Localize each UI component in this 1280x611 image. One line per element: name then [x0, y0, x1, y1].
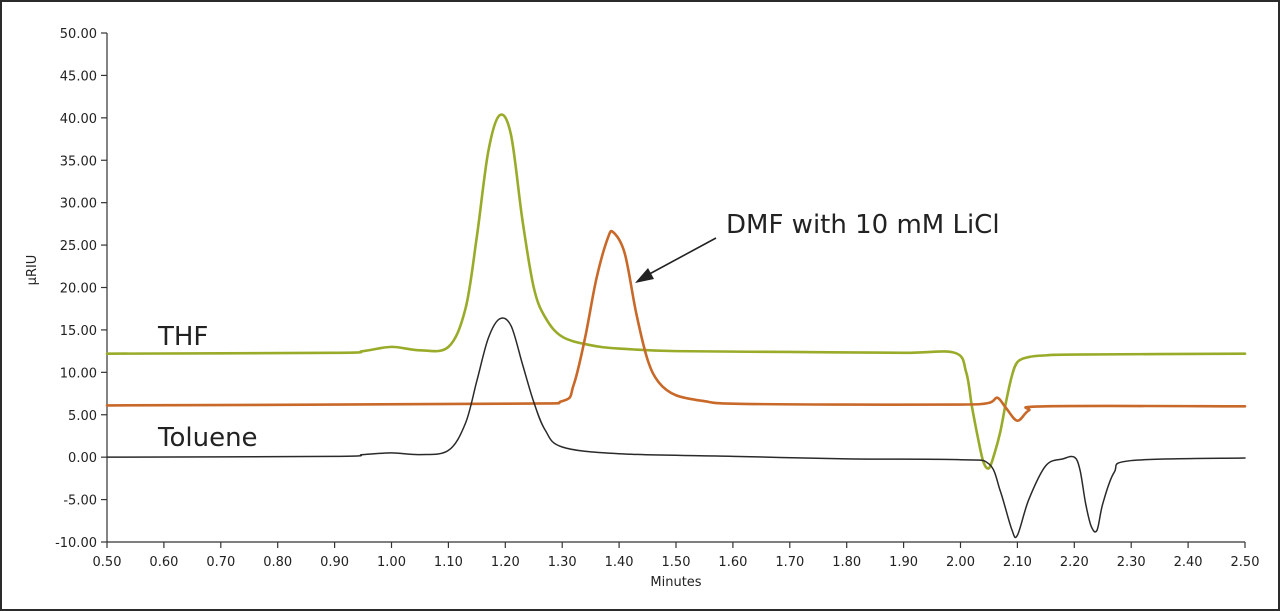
series-lines [105, 113, 1247, 539]
y-tick-label: 0.00 [68, 451, 97, 466]
x-tick-label: 2.30 [1117, 555, 1146, 570]
y-axis-title: µRIU [25, 255, 40, 286]
x-tick-label: 1.50 [662, 555, 691, 570]
series-label-toluene: Toluene [157, 423, 258, 453]
y-tick-label: 35.00 [60, 154, 97, 169]
y-tick-label: 15.00 [60, 324, 97, 339]
y-tick-label: -10.00 [55, 536, 97, 551]
y-tick-label: 45.00 [60, 69, 97, 84]
y-tick-label: 50.00 [60, 27, 97, 42]
x-tick-label: 0.50 [93, 555, 122, 570]
series-line-toluene [106, 317, 1246, 539]
x-tick-label: 0.90 [320, 555, 349, 570]
x-tick-label: 0.60 [149, 555, 178, 570]
x-tick-label: 2.20 [1060, 555, 1089, 570]
x-ticks: 0.50 0.60 0.70 0.80 0.90 1.00 1.10 1.20 1.30 1.40… [93, 542, 1260, 570]
annotation-dmf-label: DMF with 10 mM LiCl [726, 210, 1000, 240]
axes [106, 33, 1245, 543]
x-tick-label: 0.70 [206, 555, 235, 570]
x-tick-label: 1.70 [775, 555, 804, 570]
x-tick-label: 1.90 [889, 555, 918, 570]
x-tick-label: 1.40 [605, 555, 634, 570]
x-tick-label: 2.50 [1231, 555, 1260, 570]
x-tick-label: 2.40 [1174, 555, 1203, 570]
x-axis-title: Minutes [650, 575, 701, 590]
y-tick-label: -5.00 [63, 494, 97, 509]
x-tick-label: 1.80 [832, 555, 861, 570]
series-label-thf: THF [157, 322, 208, 352]
x-tick-label: 1.60 [718, 555, 747, 570]
series-line-thf [105, 113, 1247, 470]
annotation-arrow [635, 237, 717, 283]
x-tick-label: 0.80 [263, 555, 292, 570]
x-tick-label: 1.20 [491, 555, 520, 570]
x-tick-label: 2.10 [1003, 555, 1032, 570]
y-tick-label: 25.00 [60, 239, 97, 254]
y-tick-label: 5.00 [68, 409, 97, 424]
x-tick-label: 1.30 [548, 555, 577, 570]
x-tick-label: 1.10 [434, 555, 463, 570]
y-ticks: 50.00 45.00 40.00 35.00 30.00 25.00 20.00 15.00… [55, 27, 107, 551]
y-tick-label: 30.00 [60, 197, 97, 212]
x-tick-label: 1.00 [377, 555, 406, 570]
y-tick-label: 20.00 [60, 282, 97, 297]
y-tick-label: 10.00 [60, 366, 97, 381]
y-tick-label: 40.00 [60, 112, 97, 127]
series-line-dmf [105, 229, 1247, 422]
x-tick-label: 2.00 [946, 555, 975, 570]
